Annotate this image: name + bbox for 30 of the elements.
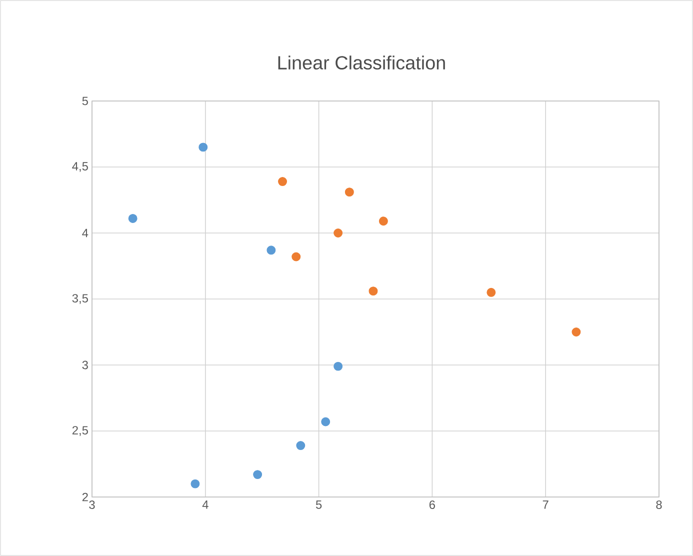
chart-title: Linear Classification <box>278 56 445 70</box>
point <box>486 288 496 297</box>
x-tick-label: 4 <box>202 500 208 509</box>
x-tick-label: 3 <box>89 500 95 509</box>
y-tick-label: 2 <box>82 492 88 502</box>
point <box>190 479 200 488</box>
point <box>344 188 354 197</box>
y-tick-label: 3,5 <box>72 294 88 304</box>
point <box>128 214 138 223</box>
x-tick-label: 5 <box>316 500 322 509</box>
point <box>253 470 262 480</box>
point <box>368 286 378 296</box>
point <box>334 362 343 371</box>
point <box>296 441 306 450</box>
x-tick-label: 7 <box>542 500 548 509</box>
x-tick-label: 6 <box>429 500 436 509</box>
point <box>321 417 330 426</box>
point <box>266 246 276 255</box>
y-tick-label: 5 <box>82 96 88 106</box>
point <box>378 216 388 226</box>
point <box>198 142 208 152</box>
y-tick-label: 3 <box>82 360 88 370</box>
point <box>292 252 301 262</box>
y-tick-label: 4,5 <box>72 162 88 172</box>
point <box>278 177 287 186</box>
point <box>334 228 343 238</box>
y-tick-label: 4 <box>82 228 88 238</box>
y-tick-label: 2,5 <box>72 426 88 436</box>
x-tick-label: 8 <box>656 500 662 509</box>
point <box>572 328 581 336</box>
